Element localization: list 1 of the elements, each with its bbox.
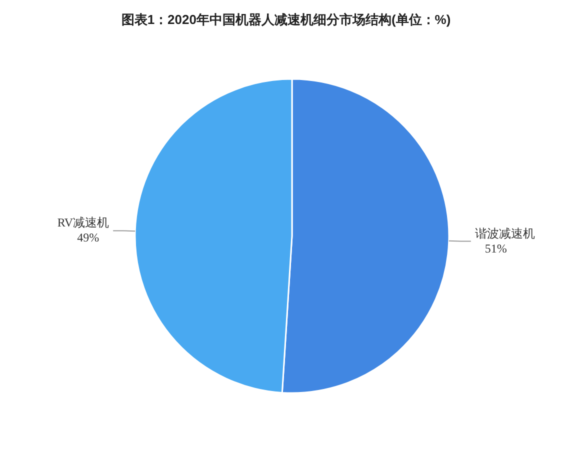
title: 图表1：2020年中国机器人减速机细分市场结构(单位：%) bbox=[121, 12, 451, 27]
